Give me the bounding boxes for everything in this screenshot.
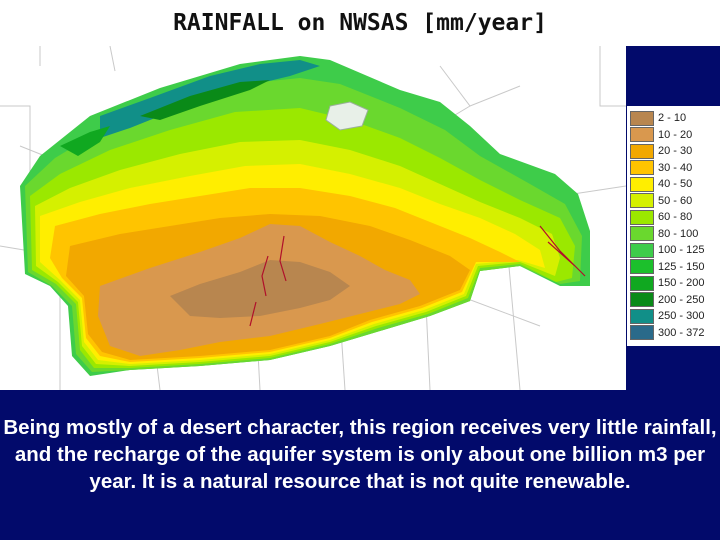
legend-swatch [630, 242, 654, 258]
rainfall-map [0, 46, 626, 390]
page-title: RAINFALL on NWSAS [mm/year] [0, 0, 720, 46]
legend-swatch [630, 259, 654, 275]
zone-200-250 [140, 80, 270, 120]
legend-label: 300 - 372 [658, 326, 705, 339]
legend-swatch [630, 275, 654, 291]
rainfall-legend: 2 - 10 10 - 20 20 - 30 30 - 40 40 - 50 50 - 6… [627, 106, 720, 346]
legend-item: 80 - 100 [630, 226, 717, 243]
legend-item: 150 - 200 [630, 275, 717, 292]
legend-item: 300 - 372 [630, 325, 717, 342]
legend-swatch [630, 308, 654, 324]
caption-text: Being mostly of a desert character, this… [3, 416, 717, 493]
rainfall-zones [20, 56, 590, 376]
legend-swatch [630, 110, 654, 126]
legend-item: 10 - 20 [630, 127, 717, 144]
legend-label: 30 - 40 [658, 161, 693, 174]
rainfall-map-svg [0, 46, 626, 390]
legend-label: 125 - 150 [658, 260, 705, 273]
legend-swatch [630, 209, 654, 225]
legend-label: 150 - 200 [658, 277, 705, 290]
legend-label: 100 - 125 [658, 244, 705, 257]
legend-swatch [630, 325, 654, 341]
legend-swatch [630, 127, 654, 143]
legend-label: 40 - 50 [658, 178, 693, 191]
legend-swatch [630, 143, 654, 159]
legend-swatch [630, 292, 654, 308]
legend-label: 50 - 60 [658, 194, 693, 207]
legend-item: 60 - 80 [630, 209, 717, 226]
legend-label: 200 - 250 [658, 293, 705, 306]
legend-label: 80 - 100 [658, 227, 699, 240]
legend-label: 2 - 10 [658, 112, 687, 125]
legend-label: 10 - 20 [658, 128, 693, 141]
legend-label: 60 - 80 [658, 211, 693, 224]
legend-item: 30 - 40 [630, 160, 717, 177]
legend-swatch [630, 226, 654, 242]
legend-label: 250 - 300 [658, 310, 705, 323]
zone-150-200 [60, 126, 110, 156]
zone-2-10 [170, 260, 350, 318]
legend-swatch [630, 193, 654, 209]
legend-item: 125 - 150 [630, 259, 717, 276]
salt-lake [325, 101, 369, 131]
fault-lines [249, 225, 586, 327]
legend-item: 20 - 30 [630, 143, 717, 160]
legend-item: 50 - 60 [630, 193, 717, 210]
legend-item: 250 - 300 [630, 308, 717, 325]
legend-item: 40 - 50 [630, 176, 717, 193]
zone-250-300 [100, 60, 320, 138]
legend-swatch [630, 176, 654, 192]
legend-swatch [630, 160, 654, 176]
legend-item: 200 - 250 [630, 292, 717, 309]
legend-item: 2 - 10 [630, 110, 717, 127]
legend-item: 100 - 125 [630, 242, 717, 259]
legend-label: 20 - 30 [658, 145, 693, 158]
